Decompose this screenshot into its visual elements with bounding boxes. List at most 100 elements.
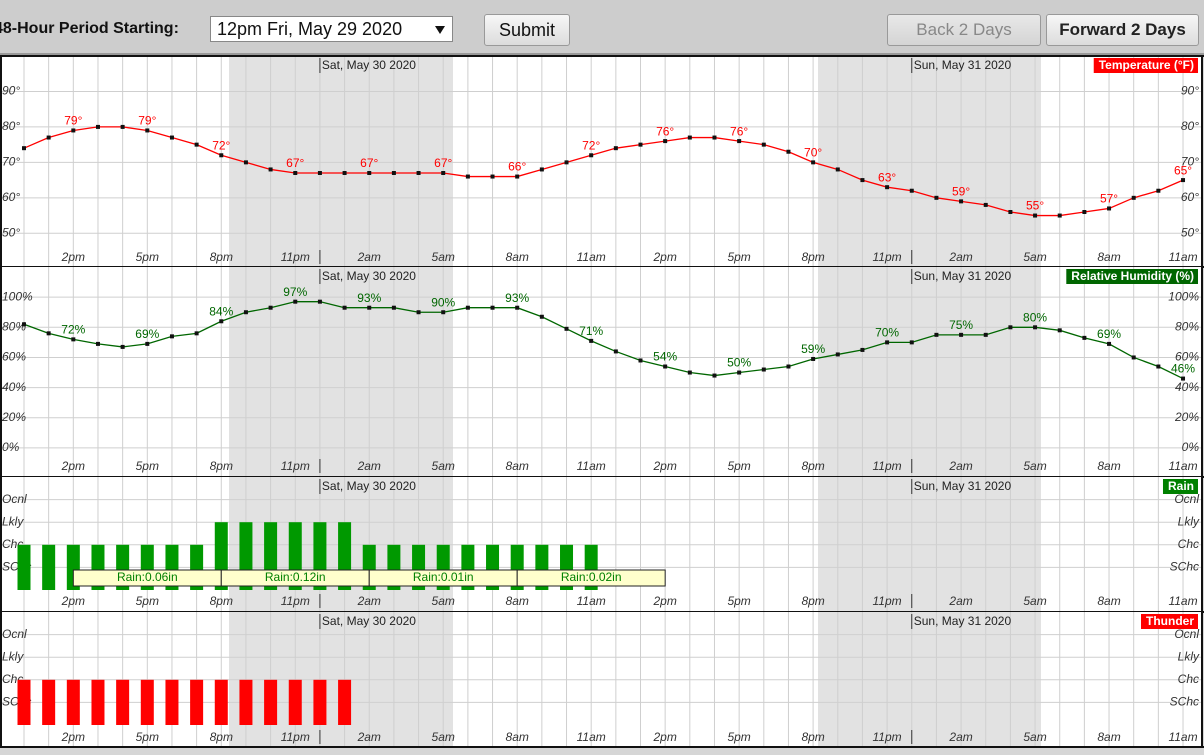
data-point bbox=[1082, 210, 1087, 214]
x-tick-label: 11am bbox=[1168, 250, 1197, 264]
data-point bbox=[1131, 195, 1136, 200]
y-tick-label: 60% bbox=[2, 350, 26, 364]
data-point bbox=[71, 128, 76, 133]
data-point bbox=[909, 188, 914, 193]
data-label: 59° bbox=[952, 185, 970, 199]
x-tick-label: 5am bbox=[1023, 594, 1046, 608]
data-point bbox=[761, 367, 766, 372]
night-shade bbox=[229, 267, 453, 477]
x-tick-label: 5pm bbox=[727, 250, 750, 264]
data-point bbox=[983, 332, 988, 337]
data-point bbox=[194, 331, 199, 336]
data-point bbox=[317, 171, 322, 175]
data-point bbox=[885, 340, 890, 345]
x-tick-label: 8pm bbox=[210, 459, 233, 473]
bar bbox=[264, 679, 278, 725]
data-point bbox=[293, 171, 298, 175]
rain-amount-label: Rain:0.06in bbox=[117, 570, 178, 584]
submit-button[interactable]: Submit bbox=[484, 14, 570, 46]
data-point bbox=[885, 185, 890, 190]
data-point bbox=[219, 319, 224, 324]
data-label: 66° bbox=[508, 160, 526, 174]
bar bbox=[190, 679, 204, 725]
x-tick-label: 2am bbox=[357, 594, 381, 608]
x-tick-label: 5am bbox=[432, 594, 455, 608]
x-tick-label: 8pm bbox=[801, 594, 824, 608]
data-point bbox=[416, 171, 421, 175]
x-tick-label: 2pm bbox=[61, 594, 85, 608]
x-tick-label: 2pm bbox=[652, 459, 676, 473]
x-tick-label: 8am bbox=[506, 730, 529, 744]
x-tick-label: 2am bbox=[357, 730, 381, 744]
bar bbox=[140, 679, 154, 725]
data-point bbox=[145, 128, 150, 133]
data-label: 72% bbox=[61, 323, 85, 337]
data-point bbox=[786, 149, 791, 154]
y-tick-label-right: Ocnl bbox=[1174, 627, 1199, 641]
toolbar: 48-Hour Period Starting: 12pm Fri, May 2… bbox=[0, 0, 1204, 54]
chart-title-box bbox=[1066, 269, 1198, 284]
bar bbox=[91, 679, 105, 725]
data-point bbox=[342, 305, 347, 310]
data-label: 70° bbox=[804, 146, 822, 160]
x-tick-label: 2am bbox=[948, 250, 972, 264]
data-point bbox=[638, 358, 643, 363]
data-point bbox=[268, 167, 273, 172]
date-label: Sat, May 30 2020 bbox=[322, 58, 416, 72]
back-button[interactable]: Back 2 Days bbox=[887, 14, 1041, 46]
data-label: 79° bbox=[138, 114, 156, 128]
data-point bbox=[1033, 213, 1038, 218]
dropdown-arrow bbox=[435, 26, 445, 34]
x-tick-label: 2pm bbox=[61, 459, 85, 473]
x-tick-label: 11am bbox=[577, 730, 606, 744]
data-line bbox=[23, 301, 1184, 380]
data-point bbox=[589, 338, 594, 343]
x-tick-label: 8pm bbox=[210, 250, 233, 264]
data-point bbox=[687, 370, 692, 375]
data-point bbox=[1107, 341, 1112, 346]
chart-title: Temperature (°F) bbox=[1099, 58, 1194, 72]
x-tick-label: 5am bbox=[432, 459, 455, 473]
data-point bbox=[1057, 328, 1062, 333]
forward-button[interactable]: Forward 2 Days bbox=[1046, 14, 1199, 46]
data-label: 90% bbox=[431, 295, 455, 309]
data-label: 76° bbox=[730, 124, 748, 138]
period-label: 48-Hour Period Starting: bbox=[0, 20, 179, 37]
x-tick-label: 5pm bbox=[727, 730, 750, 744]
x-tick-label: 5am bbox=[1023, 730, 1046, 744]
y-tick-label-right: 80% bbox=[1175, 319, 1199, 333]
y-tick-label-right: 70° bbox=[1181, 155, 1199, 169]
data-label: 97% bbox=[283, 285, 307, 299]
data-label: 59% bbox=[801, 342, 825, 356]
data-point bbox=[638, 142, 643, 147]
data-point bbox=[367, 305, 372, 310]
y-tick-label: 40% bbox=[2, 380, 26, 394]
x-tick-label: 8pm bbox=[801, 250, 824, 264]
data-point bbox=[145, 341, 150, 346]
data-point bbox=[564, 326, 569, 331]
data-point bbox=[441, 171, 446, 175]
data-point bbox=[194, 142, 199, 147]
y-tick-label-right: Ocnl bbox=[1174, 492, 1199, 506]
data-label: 75% bbox=[949, 318, 973, 332]
data-point bbox=[367, 171, 372, 175]
bar bbox=[338, 679, 352, 725]
date-label: Sun, May 31 2020 bbox=[914, 269, 1012, 283]
data-label: 55° bbox=[1026, 199, 1044, 213]
period-select[interactable]: 12pm Fri, May 29 2020 bbox=[210, 16, 453, 42]
data-point bbox=[71, 337, 76, 342]
y-tick-label: 60° bbox=[2, 190, 20, 204]
y-tick-label-right: 60% bbox=[1175, 350, 1199, 364]
night-shade bbox=[229, 56, 453, 267]
data-point bbox=[1057, 213, 1062, 218]
data-point bbox=[46, 331, 51, 336]
x-tick-label: 11am bbox=[577, 594, 606, 608]
data-point bbox=[737, 370, 742, 375]
y-tick-label-right: 40% bbox=[1175, 380, 1199, 394]
x-tick-label: 8am bbox=[1097, 459, 1120, 473]
x-tick-label: 5pm bbox=[136, 459, 159, 473]
data-point bbox=[613, 349, 618, 354]
data-point bbox=[712, 135, 717, 140]
